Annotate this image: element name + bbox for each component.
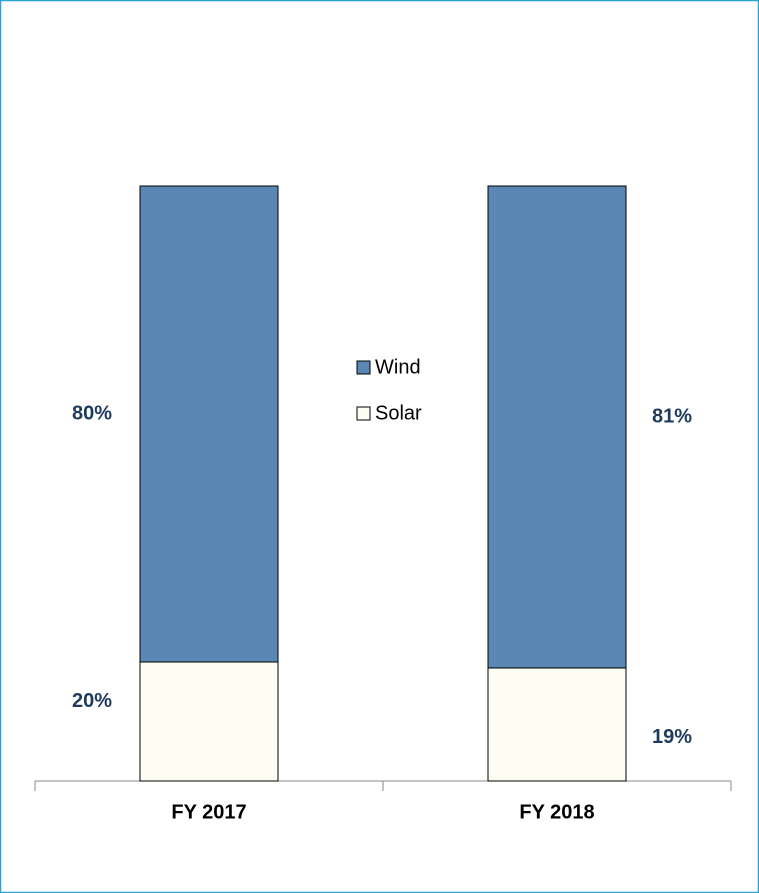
legend-label: Wind [375, 356, 421, 378]
legend-swatch [356, 360, 371, 375]
legend-swatch [356, 406, 371, 421]
value-label: 80% [72, 402, 112, 424]
value-label: 19% [652, 726, 692, 748]
value-label: 20% [72, 690, 112, 712]
bar-segment [139, 185, 279, 663]
bar-segment [139, 661, 279, 782]
x-tick-label: FY 2018 [519, 801, 594, 823]
bar-segment [487, 667, 627, 782]
bar-segment [487, 185, 627, 669]
legend-label: Solar [375, 402, 422, 424]
x-tick-label: FY 2017 [171, 801, 246, 823]
value-label: 81% [652, 405, 692, 427]
